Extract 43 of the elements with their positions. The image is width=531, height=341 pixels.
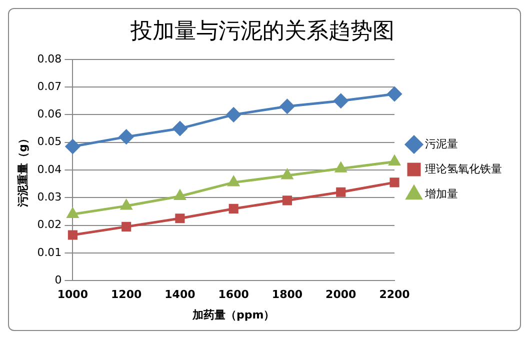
- point: [387, 86, 402, 102]
- chart-title: 投加量与污泥的关系趋势图: [130, 18, 394, 44]
- y-tick-label: 0.01: [37, 246, 62, 259]
- point: [175, 214, 185, 224]
- point: [282, 196, 292, 206]
- point: [335, 162, 346, 172]
- legend-label: 污泥量: [425, 137, 458, 150]
- y-axis-title: 污泥重量（g）: [16, 133, 30, 208]
- point: [122, 222, 132, 232]
- point: [174, 190, 186, 200]
- x-tick-label: 2000: [326, 288, 357, 302]
- point: [336, 187, 346, 197]
- point: [228, 176, 240, 186]
- y-tick-label: 0.04: [37, 162, 62, 176]
- y-tick-label: 0.03: [37, 190, 62, 204]
- point: [282, 169, 293, 180]
- point: [280, 99, 294, 114]
- point: [334, 94, 348, 108]
- x-tick-label: 1200: [111, 288, 142, 302]
- x-tick-label: 1600: [218, 288, 250, 302]
- point: [119, 130, 134, 144]
- point: [120, 200, 132, 210]
- x-axis-title: 加药量（ppm）: [191, 308, 275, 322]
- point: [228, 204, 238, 214]
- x-tick-label: 1800: [272, 288, 303, 302]
- y-tick-label: 0.07: [37, 80, 62, 93]
- legend-label: 增加量: [424, 187, 458, 200]
- x-tick-label: 2200: [379, 288, 410, 302]
- point: [65, 139, 80, 154]
- point: [172, 121, 188, 136]
- y-tick-label: 0.08: [37, 52, 62, 66]
- y-tick-label: 0.06: [37, 108, 62, 121]
- legend-label: 理论氢氧化铁量: [425, 162, 502, 176]
- x-tick-label: 1400: [164, 288, 196, 302]
- point: [388, 155, 400, 166]
- point: [226, 107, 241, 122]
- point: [68, 230, 78, 240]
- point: [390, 178, 400, 188]
- point: [67, 208, 78, 218]
- x-tick-label: 1000: [57, 288, 88, 302]
- y-tick-label: 0.02: [37, 218, 62, 232]
- y-tick-label: 0: [54, 273, 62, 286]
- y-tick-label: 0.05: [37, 135, 62, 148]
